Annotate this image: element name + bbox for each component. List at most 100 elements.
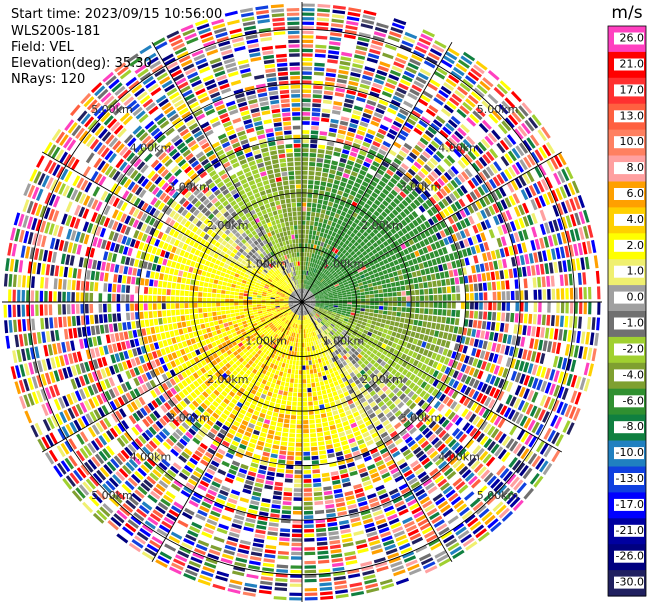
- velocity-gate: [552, 399, 560, 412]
- velocity-gate: [302, 220, 306, 225]
- velocity-gate: [329, 342, 334, 348]
- velocity-gate: [212, 424, 221, 431]
- velocity-gate: [266, 535, 278, 541]
- velocity-gate: [316, 427, 323, 433]
- velocity-gate: [319, 577, 332, 582]
- velocity-gate: [333, 179, 340, 185]
- velocity-gate: [510, 312, 515, 323]
- velocity-gate: [568, 273, 573, 286]
- velocity-gate: [318, 283, 323, 288]
- velocity-gate: [312, 316, 316, 321]
- velocity-gate: [397, 230, 404, 237]
- velocity-gate: [314, 373, 318, 378]
- velocity-gate: [422, 414, 430, 423]
- velocity-gate: [379, 468, 389, 475]
- velocity-gate: [286, 460, 294, 465]
- velocity-gate: [102, 432, 111, 443]
- velocity-gate: [368, 149, 377, 156]
- velocity-gate: [304, 569, 317, 574]
- velocity-gate: [397, 302, 402, 307]
- velocity-gate: [176, 403, 184, 411]
- velocity-gate: [312, 258, 316, 263]
- velocity-gate: [557, 218, 564, 231]
- velocity-gate: [220, 348, 226, 354]
- velocity-gate: [394, 422, 402, 430]
- velocity-gate: [316, 532, 327, 537]
- velocity-gate: [202, 566, 215, 573]
- velocity-gate: [307, 290, 310, 295]
- velocity-gate: [351, 296, 357, 299]
- velocity-gate: [351, 446, 359, 453]
- velocity-gate: [328, 307, 333, 310]
- velocity-gate: [304, 324, 307, 329]
- velocity-gate: [322, 361, 327, 367]
- velocity-gate: [561, 231, 567, 244]
- velocity-gate: [357, 154, 365, 161]
- velocity-gate: [409, 402, 417, 410]
- velocity-gate: [294, 378, 298, 384]
- velocity-gate: [479, 198, 487, 208]
- velocity-gate: [343, 281, 349, 286]
- velocity-gate: [227, 448, 236, 455]
- velocity-gate: [510, 370, 518, 381]
- velocity-gate: [302, 401, 308, 406]
- velocity-gate: [396, 87, 407, 95]
- velocity-gate: [198, 394, 206, 402]
- velocity-gate: [386, 315, 392, 320]
- velocity-gate: [290, 415, 297, 420]
- velocity-gate: [335, 285, 340, 289]
- velocity-gate: [329, 539, 341, 545]
- velocity-gate: [332, 5, 346, 10]
- velocity-gate: [310, 341, 314, 347]
- velocity-gate: [349, 314, 355, 319]
- velocity-gate: [577, 242, 583, 256]
- velocity-gate: [268, 387, 274, 393]
- velocity-gate: [311, 359, 316, 365]
- velocity-gate: [385, 215, 392, 223]
- velocity-gate: [480, 209, 488, 219]
- velocity-gate: [314, 268, 319, 274]
- velocity-gate: [424, 430, 434, 439]
- velocity-gate: [314, 320, 318, 325]
- velocity-gate: [227, 497, 238, 505]
- velocity-gate: [442, 286, 447, 294]
- velocity-gate: [461, 408, 469, 418]
- velocity-gate: [53, 465, 63, 478]
- velocity-gate: [419, 289, 424, 295]
- velocity-gate: [528, 436, 537, 448]
- velocity-gate: [230, 347, 236, 353]
- velocity-gate: [234, 514, 245, 521]
- velocity-gate: [250, 500, 260, 506]
- velocity-gate: [410, 460, 419, 468]
- velocity-gate: [248, 422, 255, 429]
- velocity-gate: [433, 400, 441, 409]
- velocity-gate: [441, 279, 446, 286]
- velocity-gate: [251, 356, 257, 362]
- velocity-gate: [310, 221, 314, 226]
- velocity-gate: [226, 473, 236, 480]
- velocity-gate: [266, 339, 271, 345]
- velocity-gate: [303, 410, 308, 416]
- velocity-gate: [116, 533, 129, 544]
- velocity-gate: [385, 82, 396, 90]
- velocity-gate: [265, 350, 270, 356]
- velocity-gate: [351, 309, 356, 313]
- velocity-gate: [155, 420, 164, 430]
- velocity-gate: [304, 547, 315, 551]
- velocity-gate: [79, 447, 89, 459]
- velocity-gate: [430, 170, 439, 180]
- velocity-gate: [255, 478, 265, 484]
- velocity-gate: [338, 281, 344, 285]
- velocity-gate: [144, 547, 157, 557]
- velocity-gate: [328, 358, 333, 364]
- velocity-gate: [324, 284, 330, 289]
- velocity-gate: [368, 497, 379, 504]
- velocity-gate: [403, 408, 411, 416]
- velocity-gate: [356, 419, 364, 426]
- velocity-gate: [229, 413, 237, 420]
- velocity-gate: [186, 564, 200, 573]
- velocity-gate: [194, 409, 202, 417]
- velocity-gate: [362, 480, 372, 487]
- velocity-gate: [439, 355, 446, 364]
- velocity-gate: [320, 337, 325, 343]
